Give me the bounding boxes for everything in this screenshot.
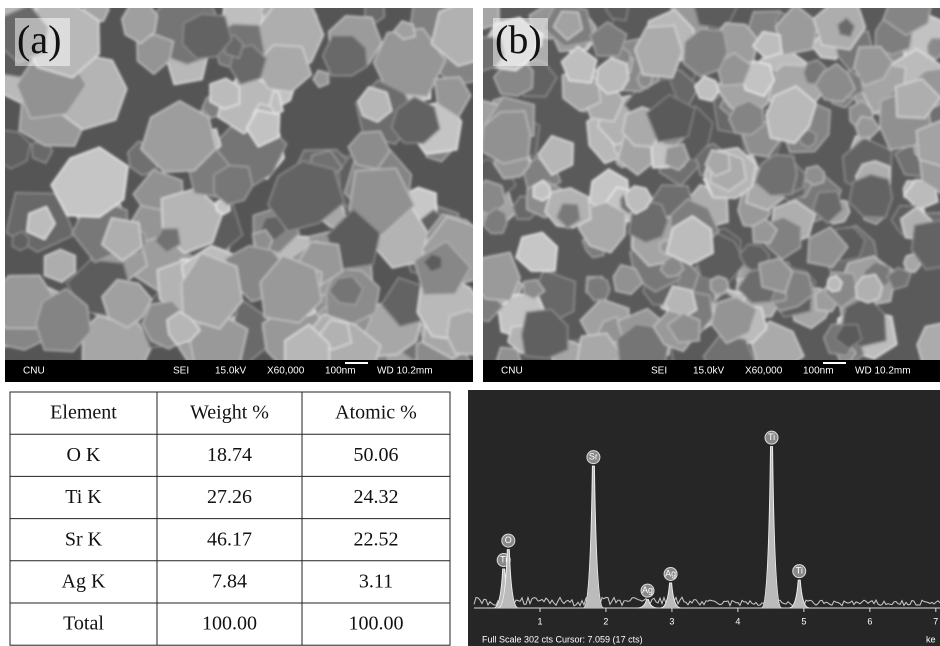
- table-cell: Ag K: [62, 570, 106, 592]
- table-cell: 22.52: [354, 528, 399, 550]
- table-cell: Total: [63, 613, 104, 635]
- particle: [470, 252, 520, 301]
- table-cell: Weight %: [190, 402, 269, 424]
- panel-label: (b): [495, 17, 542, 62]
- table-cell: 100.00: [349, 613, 404, 635]
- table-cell: 100.00: [202, 613, 257, 635]
- x-unit: ke: [926, 634, 936, 644]
- x-tick-label: 2: [603, 616, 608, 626]
- table-cell: Ti K: [65, 486, 102, 508]
- info-text: X60,000: [267, 366, 305, 377]
- info-text: SEI: [173, 366, 189, 377]
- table-cell: 50.06: [354, 444, 399, 466]
- table-cell: 18.74: [207, 444, 252, 466]
- particle: [587, 277, 610, 301]
- x-tick-label: 1: [537, 616, 542, 626]
- particle: [447, 310, 488, 355]
- table-cell: Sr K: [65, 528, 103, 550]
- info-text: 15.0kV: [693, 366, 724, 377]
- table-cell: 27.26: [207, 486, 252, 508]
- x-tick-label: 3: [669, 616, 674, 626]
- peak-label: O: [505, 535, 512, 545]
- peak-label: Ti: [796, 566, 803, 576]
- info-text: SEI: [651, 366, 667, 377]
- info-text: WD 10.2mm: [377, 366, 433, 377]
- info-text: 15.0kV: [215, 366, 246, 377]
- peak-label: Ag: [665, 568, 676, 578]
- spectrum-footer: Full Scale 302 cts Cursor: 7.059 (17 cts…: [482, 634, 643, 644]
- info-text: CNU: [501, 366, 523, 377]
- info-text: X60,000: [745, 366, 783, 377]
- figure: Full Scale 302 cts Cursor: 7.059 (17 cts…: [0, 0, 940, 646]
- peak-label: Ag: [642, 585, 653, 595]
- peak-label: Sr: [589, 452, 598, 462]
- peak-label: Ti: [500, 554, 507, 564]
- info-text: 100nm: [325, 366, 356, 377]
- table-cell: 7.84: [212, 570, 247, 592]
- table-cell: 46.17: [207, 528, 252, 550]
- x-tick-label: 7: [933, 616, 938, 626]
- info-text: 100nm: [803, 366, 834, 377]
- peak-label: Ti: [768, 432, 775, 442]
- table-cell: O K: [67, 444, 101, 466]
- table-cell: Element: [50, 402, 117, 424]
- info-text: CNU: [23, 366, 45, 377]
- x-tick-label: 5: [801, 616, 806, 626]
- table-cell: 24.32: [354, 486, 399, 508]
- table-cell: 3.11: [359, 570, 393, 592]
- x-tick-label: 4: [735, 616, 740, 626]
- table-cell: Atomic %: [335, 402, 417, 424]
- panel-label: (a): [17, 17, 61, 62]
- page: Full Scale 302 cts Cursor: 7.059 (17 cts…: [0, 0, 940, 646]
- x-tick-label: 6: [867, 616, 872, 626]
- info-text: WD 10.2mm: [855, 366, 911, 377]
